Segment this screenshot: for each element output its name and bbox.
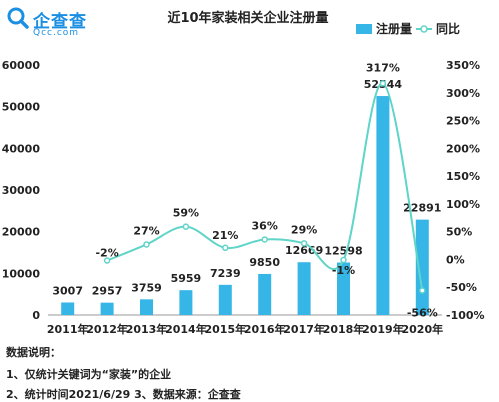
x-tick-label: 2013年: [126, 322, 168, 336]
y-right-tick-label: 200%: [446, 142, 480, 155]
bar-labels: 3007295737595959723998501266912598525442…: [52, 78, 441, 298]
y-right-tick-label: 100%: [446, 198, 480, 211]
x-tick-label: 2012年: [86, 322, 128, 336]
yoy-point: [103, 257, 111, 264]
bar: [297, 262, 311, 315]
legend: 注册量 同比: [356, 21, 460, 36]
x-tick-label: 2018年: [323, 322, 365, 336]
bar: [258, 273, 272, 315]
yoy-value-label: -56%: [407, 307, 438, 320]
bar-value-label: 5959: [171, 272, 202, 285]
yoy-line-layer: -2% 27% 59% 21% 36% 29% -1% 317% -56%: [95, 61, 437, 319]
yoy-point: [261, 236, 268, 243]
bar: [218, 284, 232, 315]
legend-line-marker: [420, 25, 428, 33]
bar-value-label: 12598: [324, 245, 362, 258]
bar-value-label: 2957: [92, 285, 123, 298]
y-left-tick-label: 60000: [2, 59, 41, 72]
y-right-tick-label: 150%: [446, 170, 480, 183]
legend-bar-label: 注册量: [376, 21, 412, 36]
legend-line-label: 同比: [436, 21, 460, 36]
x-tick-label: 2011年: [47, 322, 89, 336]
yoy-point: [222, 244, 229, 252]
y-left-tick-label: 30000: [2, 184, 41, 197]
notes-title: 数据说明：: [6, 346, 61, 359]
brand-logo: 企查查 Qcc.com: [6, 4, 126, 40]
yoy-value-label: 59%: [173, 207, 199, 220]
y-right-tick-label: 300%: [446, 87, 480, 100]
bar-value-label: 12669: [285, 244, 323, 257]
bars: [61, 96, 429, 315]
bar-value-label: 3759: [131, 281, 162, 294]
bar-value-label: 7239: [210, 267, 241, 280]
yoy-value-label: -2%: [95, 247, 118, 260]
bar: [179, 290, 193, 315]
bar-value-label: 3007: [52, 284, 83, 297]
yoy-point: [419, 287, 426, 294]
yoy-point: [143, 241, 150, 248]
bar: [376, 96, 390, 315]
magnifier-logo-icon: [7, 7, 29, 29]
y-left-tick-label: 50000: [2, 101, 41, 114]
notes-line-1: 1、仅统计关键词为“家装”的企业: [6, 368, 172, 381]
bar: [61, 302, 75, 315]
notes-line-2: 2、统计时间2021/6/29 3、数据来源：企查查: [6, 388, 241, 401]
yoy-value-label: -1%: [332, 264, 355, 277]
y-right-tick-label: 0%: [446, 253, 465, 266]
yoy-point: [182, 223, 190, 230]
x-tick-label: 2014年: [165, 322, 207, 336]
yoy-value-label: 29%: [291, 223, 317, 236]
chart: 近10年家装相关企业注册量 注册量 同比 0 10000 20000 30000 400…: [2, 10, 485, 336]
legend-bar-swatch: [356, 24, 372, 34]
bar-value-label: 9850: [249, 256, 280, 269]
yoy-value-label: 36%: [252, 219, 278, 232]
chart-title: 近10年家装相关企业注册量: [167, 10, 328, 26]
yoy-point: [340, 256, 347, 264]
x-tick-label: 2016年: [244, 322, 286, 336]
x-tick-label: 2015年: [204, 322, 246, 336]
x-tick-label: 2020年: [401, 322, 443, 336]
y-right-tick-label: 50%: [446, 226, 472, 239]
bar: [100, 302, 114, 315]
yoy-value-label: 21%: [212, 229, 238, 242]
y-right-tick-label: -100%: [446, 309, 485, 322]
yoy-value-label: 27%: [133, 224, 159, 237]
bar: [140, 299, 153, 315]
y-left-tick-label: 20000: [2, 226, 41, 239]
y-left-tick-label: 10000: [2, 267, 41, 280]
y-right-tick-label: 250%: [446, 115, 480, 128]
yoy-point: [300, 240, 308, 247]
brand-name: 企查查: [33, 12, 87, 32]
yoy-point: [379, 80, 387, 87]
y-right-tick-label: -50%: [446, 281, 477, 294]
x-tick-label: 2017年: [283, 322, 325, 336]
x-tick-label: 2019年: [362, 322, 404, 336]
bar: [337, 262, 350, 315]
y-left-tick-label: 0: [32, 309, 40, 322]
y-left-tick-label: 40000: [2, 142, 41, 155]
y-right-tick-label: 350%: [446, 59, 480, 72]
yoy-value-label: 317%: [366, 61, 400, 74]
bar-value-label: 22891: [403, 202, 441, 215]
brand-site: Qcc.com: [33, 28, 80, 38]
bar: [415, 219, 429, 315]
axes: 0 10000 20000 30000 40000 50000 60000 -100% -50%…: [2, 59, 485, 336]
